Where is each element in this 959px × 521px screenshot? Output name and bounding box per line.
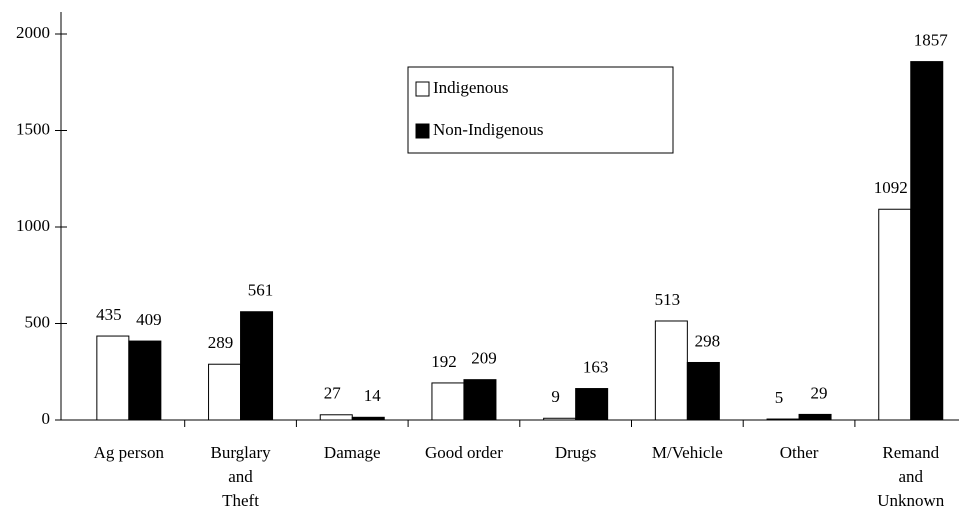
bar <box>463 379 497 421</box>
bar <box>240 311 274 421</box>
legend-label: Indigenous <box>433 78 509 97</box>
value-label: 209 <box>471 349 497 368</box>
bar <box>654 320 688 421</box>
bar <box>208 363 242 421</box>
bar <box>686 361 720 421</box>
x-tick-label: Ag person <box>94 443 165 462</box>
bar <box>878 208 912 421</box>
value-label: 409 <box>136 310 162 329</box>
value-label: 27 <box>324 384 342 403</box>
x-tick-label: Good order <box>425 443 503 462</box>
value-label: 29 <box>811 383 828 402</box>
bar <box>319 414 353 421</box>
x-tick-label: Remand and Unknown <box>877 443 945 510</box>
bar <box>766 418 800 421</box>
legend-swatch <box>415 123 430 139</box>
x-tick-label: M/Vehicle <box>652 443 723 462</box>
value-label: 561 <box>248 281 274 300</box>
y-tick-label: 1500 <box>16 119 50 138</box>
bar <box>543 417 577 421</box>
value-label: 5 <box>775 388 784 407</box>
value-label: 163 <box>583 357 609 376</box>
x-tick-label: Burglary and Theft <box>210 443 271 510</box>
x-tick-label: Drugs <box>555 443 597 462</box>
value-label: 14 <box>364 386 382 405</box>
bar <box>910 61 944 421</box>
value-label: 298 <box>695 331 721 350</box>
value-label: 9 <box>551 387 560 406</box>
bar <box>351 416 385 421</box>
value-label: 289 <box>208 333 234 352</box>
value-label: 1092 <box>874 178 908 197</box>
legend-box <box>407 66 674 154</box>
bar <box>798 413 832 421</box>
y-tick-label: 500 <box>25 312 51 331</box>
y-tick-label: 0 <box>42 409 51 428</box>
bar <box>96 335 130 421</box>
y-tick-label: 1000 <box>16 216 50 235</box>
x-tick-label: Other <box>780 443 819 462</box>
bar <box>575 388 609 421</box>
legend-swatch <box>415 81 430 97</box>
x-tick-label: Damage <box>324 443 381 462</box>
y-tick-label: 2000 <box>16 23 50 42</box>
bar <box>128 340 162 421</box>
value-label: 513 <box>655 290 681 309</box>
value-label: 435 <box>96 305 122 324</box>
legend-label: Non-Indigenous <box>433 120 543 139</box>
value-label: 192 <box>431 352 457 371</box>
value-label: 1857 <box>914 31 949 50</box>
bar <box>431 382 465 421</box>
